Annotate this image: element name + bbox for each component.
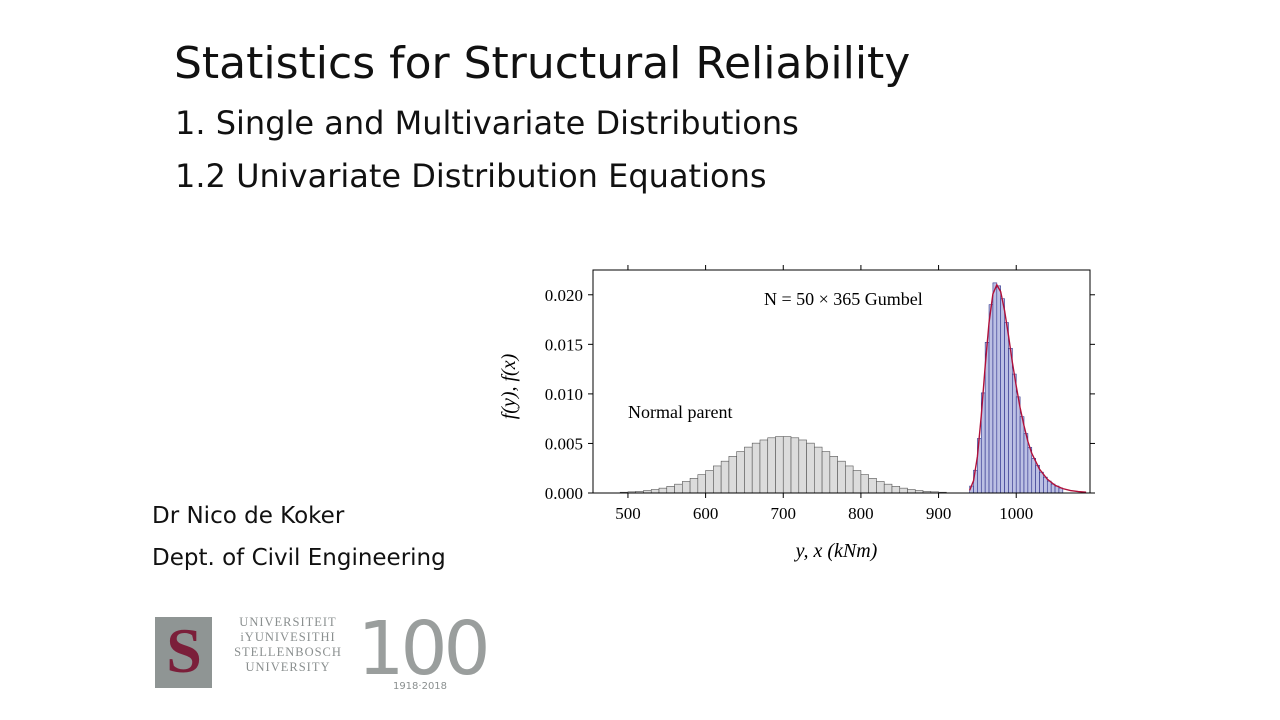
x-tick-label: 800	[848, 504, 874, 523]
x-axis-label: y, x (kNm)	[794, 540, 878, 562]
x-tick-label: 1000	[999, 504, 1033, 523]
logo-text: iYUNIVESITHI	[240, 630, 335, 644]
histogram-bar	[814, 446, 823, 494]
histogram-bar	[666, 486, 675, 494]
histogram-bar	[759, 439, 769, 494]
y-tick-label: 0.020	[545, 286, 583, 305]
logo-years: 1918·2018	[393, 681, 447, 692]
histogram-bar	[829, 456, 838, 494]
y-tick-label: 0.010	[545, 385, 583, 404]
histogram-bar	[891, 486, 901, 494]
logo: S UNIVERSITEIT iYUNIVESITHI STELLENBOSCH…	[155, 610, 491, 692]
histogram-bar	[782, 436, 792, 494]
histogram-bar	[798, 439, 807, 494]
logo-text: UNIVERSITEIT	[239, 615, 336, 629]
histogram-bar	[907, 489, 916, 494]
histogram-bar	[1004, 322, 1009, 494]
histogram-bar	[883, 483, 893, 494]
histogram-bar	[1031, 458, 1036, 494]
y-tick-label: 0.005	[545, 434, 583, 453]
histogram-bar	[992, 282, 998, 494]
histogram-bar	[876, 481, 885, 494]
histogram-bar	[674, 483, 683, 494]
histogram-bar	[837, 460, 846, 494]
histogram-bar	[988, 304, 994, 494]
y-tick-label: 0.000	[545, 484, 583, 503]
histogram-bar	[682, 481, 691, 494]
histogram-bar	[1008, 347, 1013, 494]
histogram-bar	[852, 470, 862, 494]
logo-100: 100	[357, 610, 486, 692]
histogram-bar	[806, 442, 815, 494]
histogram-bar	[713, 465, 722, 494]
histogram-bar	[1012, 373, 1017, 494]
x-tick-label: 600	[693, 504, 719, 523]
y-tick-label: 0.015	[545, 335, 583, 354]
x-tick-label: 500	[615, 504, 641, 523]
histogram-bar	[1023, 433, 1029, 494]
histogram-bar	[1019, 416, 1025, 494]
histogram-bar	[1046, 480, 1052, 494]
histogram-bar	[1039, 471, 1044, 494]
slide-subtitle: 1. Single and Multivariate Distributions	[175, 104, 799, 142]
plot-frame	[592, 269, 1091, 494]
histogram-bar	[736, 451, 745, 494]
histogram-bar	[868, 478, 877, 494]
histogram-bar	[1000, 298, 1005, 494]
histogram-bar	[728, 456, 737, 494]
slide-section: 1.2 Univariate Distribution Equations	[175, 157, 767, 195]
histogram-bar	[790, 437, 800, 494]
histogram-bar	[751, 442, 761, 494]
histogram-bar	[689, 478, 699, 494]
histogram-bar	[775, 436, 784, 494]
slide-title: Statistics for Structural Reliability	[174, 38, 911, 89]
fit-curve	[968, 283, 1087, 493]
x-tick-label: 700	[771, 504, 797, 523]
x-tick-label: 900	[926, 504, 952, 523]
histogram-bar	[821, 451, 831, 494]
logo-text: STELLENBOSCH	[234, 645, 342, 659]
histogram-bar	[996, 285, 1001, 494]
series-label: N = 50 × 365 Gumbel	[764, 289, 923, 309]
series-label: Normal parent	[628, 402, 732, 422]
logo-text: UNIVERSITY	[246, 660, 331, 674]
y-axis-label: f(y), f(x)	[498, 353, 520, 419]
author: Dr Nico de Koker	[152, 503, 345, 529]
histogram-bar	[658, 487, 668, 494]
histogram-bar	[1043, 476, 1048, 494]
department: Dept. of Civil Engineering	[152, 545, 446, 571]
histogram-bar	[705, 470, 714, 494]
chart: 500 600 700 800 900 1000 0.000 0.005 0.010 0.015 0…	[498, 265, 1095, 562]
histogram-bar	[767, 437, 776, 494]
histogram-bar	[845, 465, 854, 494]
histogram-bar	[1027, 447, 1033, 494]
histogram-bar	[860, 474, 869, 494]
histogram-bar	[744, 446, 753, 494]
histogram-bar	[720, 460, 730, 494]
histogram-bar	[899, 487, 908, 494]
logo-s: S	[166, 615, 202, 686]
histogram-bar	[697, 474, 706, 494]
logo-shield	[155, 617, 212, 688]
histogram-bar	[650, 489, 660, 494]
histogram-bar	[1015, 396, 1021, 494]
